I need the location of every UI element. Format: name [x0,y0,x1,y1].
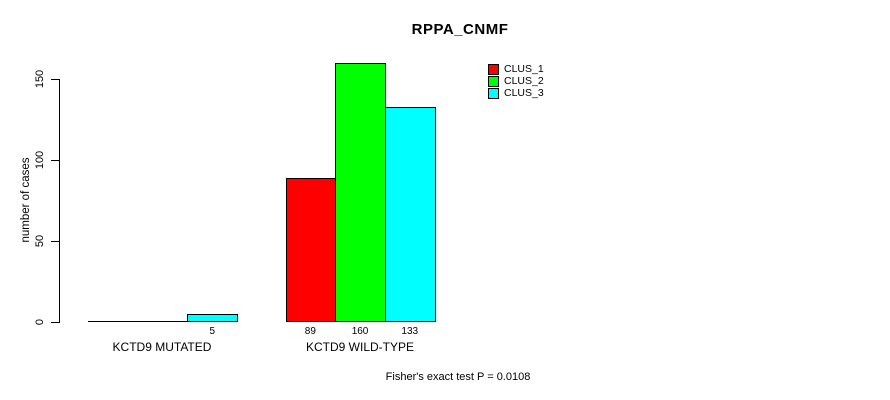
chart-title: RPPA_CNMF [411,21,509,38]
bar [384,106,436,322]
legend-swatch-icon [488,87,499,99]
footnote-text: Fisher's exact test P = 0.0108 [385,371,531,383]
legend-swatch-icon [488,63,499,75]
legend-row: CLUS_3 [488,87,544,99]
legend: CLUS_1 CLUS_2 CLUS_3 [488,63,544,99]
legend-label: CLUS_1 [504,63,544,75]
legend-label: CLUS_2 [504,75,544,87]
bar-value-label: 5 [209,326,216,337]
bar-zero-height [88,321,139,322]
y-axis-line [59,79,60,323]
bar [335,62,386,322]
legend-row: CLUS_1 [488,63,544,75]
y-axis-tick [51,159,59,161]
legend-label: CLUS_3 [504,87,544,99]
bar [187,313,239,322]
y-tick-label: 0 [34,318,46,326]
y-axis-tick [51,240,59,242]
x-group-label-wildtype: KCTD9 WILD-TYPE [305,340,414,354]
y-axis-tick [51,321,59,323]
legend-swatch-icon [488,75,499,87]
y-tick-label: 100 [34,150,46,170]
x-group-label-mutated: KCTD9 MUTATED [112,340,212,354]
bar-value-label: 160 [351,326,369,337]
bar-value-label: 89 [304,326,316,337]
bar [285,177,337,322]
bar-zero-height [137,321,189,322]
y-tick-label: 50 [34,234,46,248]
bar-value-label: 133 [401,326,419,337]
y-tick-label: 150 [34,69,46,89]
y-axis-tick [51,78,59,80]
legend-row: CLUS_2 [488,75,544,87]
y-axis-label: number of cases [20,157,32,243]
